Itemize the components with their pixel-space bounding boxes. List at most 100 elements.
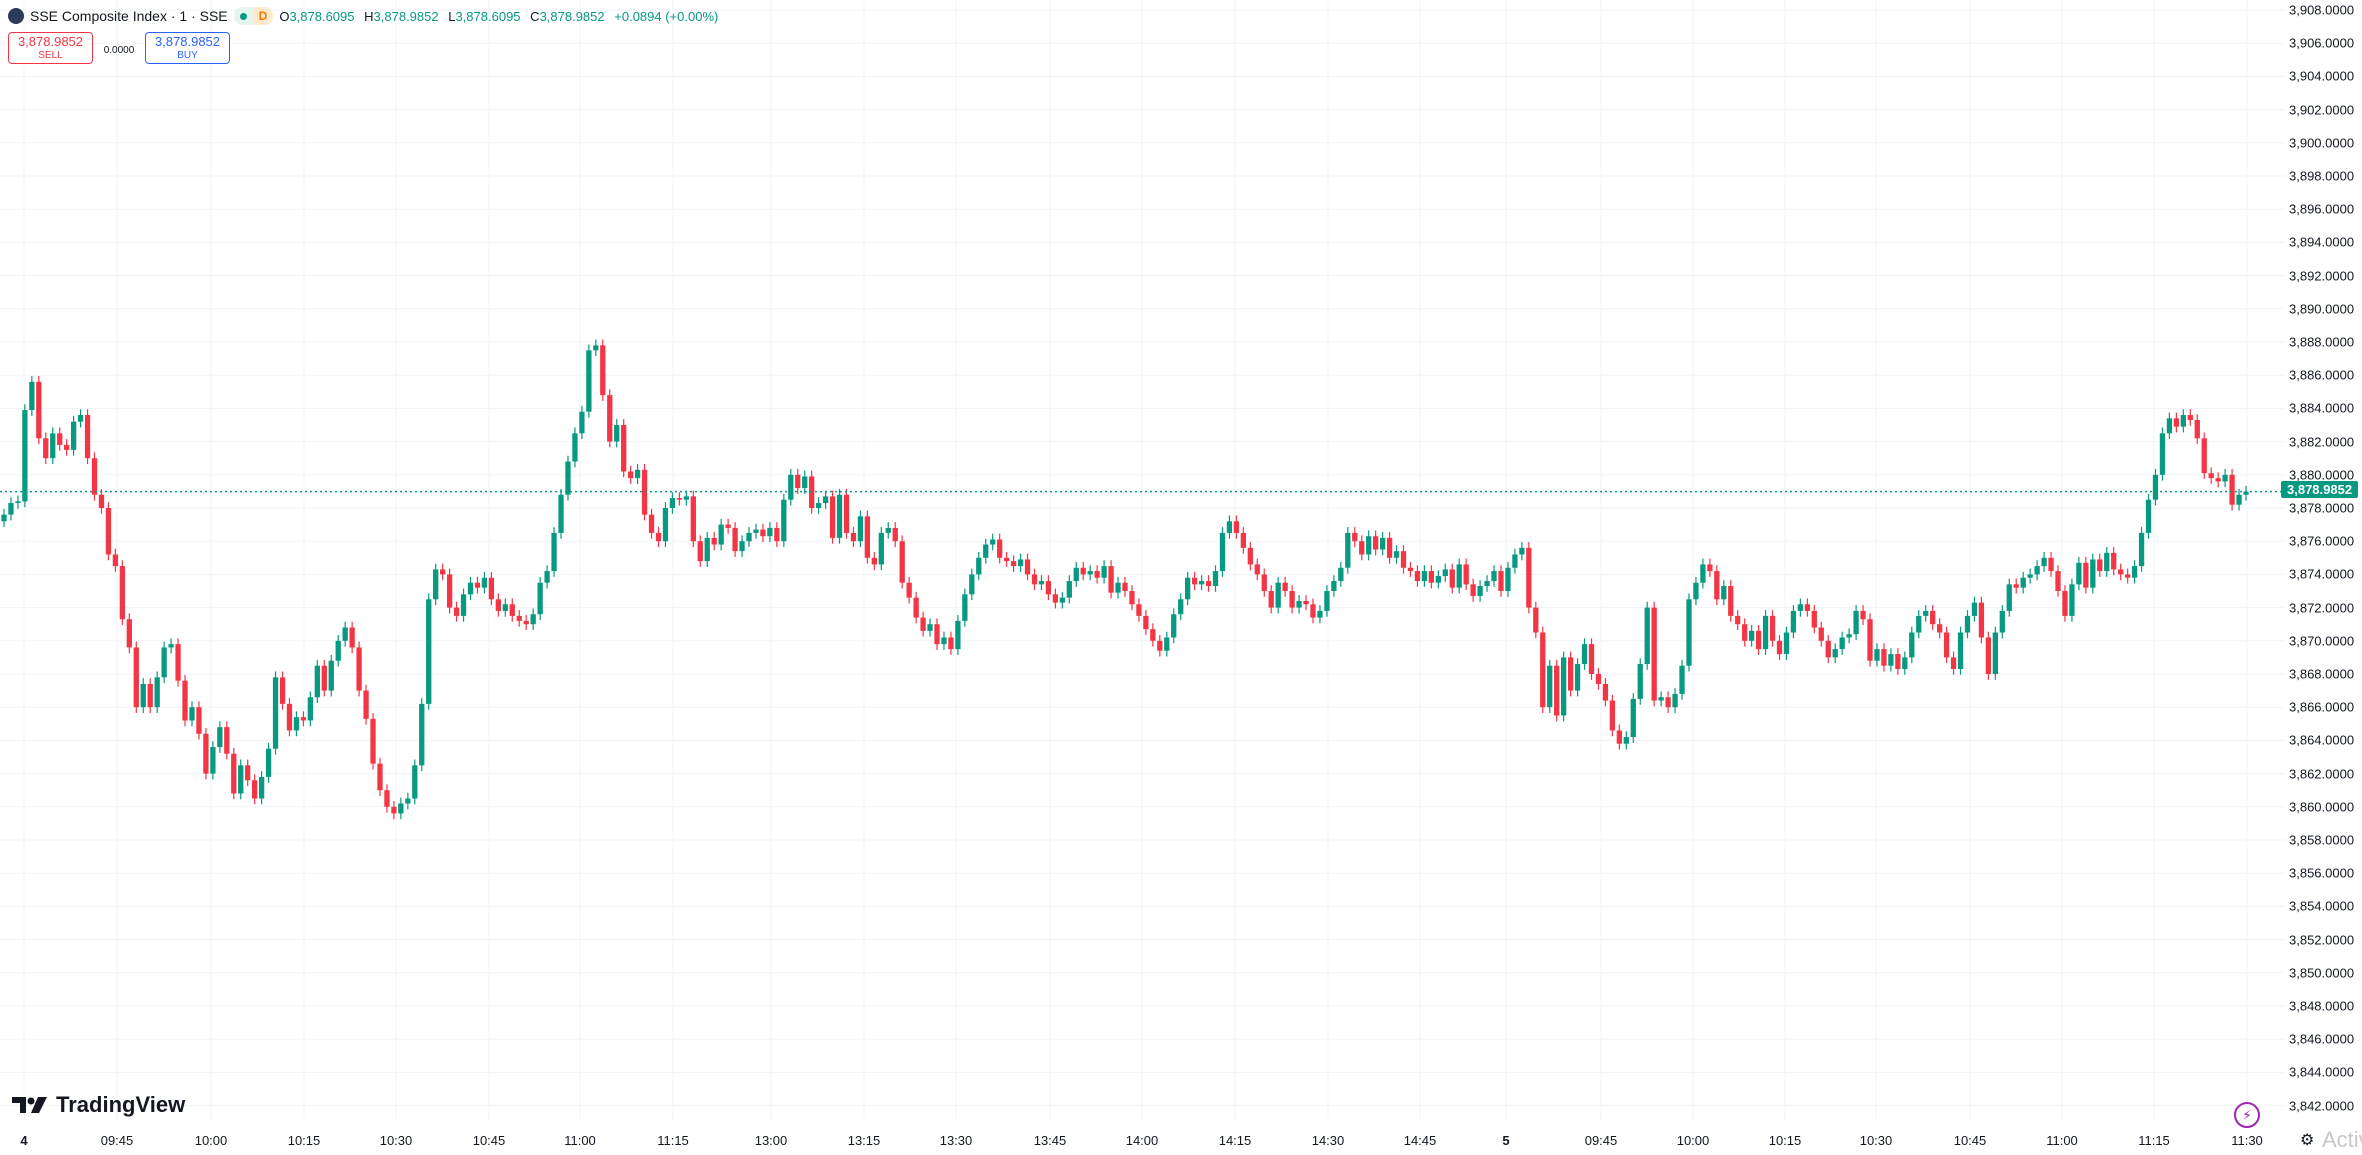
candle-down <box>1191 577 1198 585</box>
candle-up <box>941 637 947 645</box>
candle-down <box>1261 574 1267 591</box>
candle-up <box>1366 536 1372 555</box>
time-tick-label: 11:15 <box>657 1133 689 1148</box>
candle-down <box>1755 630 1762 650</box>
candle-up <box>969 574 975 595</box>
candle-down <box>1588 644 1595 674</box>
candle-up <box>885 527 891 533</box>
candle-up <box>857 516 864 542</box>
time-tick-label: 14:30 <box>1311 1133 1345 1148</box>
candle-down <box>203 733 209 774</box>
candle-down <box>245 765 251 781</box>
candle-up <box>328 660 334 691</box>
buy-price: 3,878.9852 <box>154 34 221 49</box>
symbol-title[interactable]: SSE Composite Index · 1 · SSE <box>30 8 228 24</box>
candle-up <box>1275 582 1281 608</box>
candle-up <box>238 765 244 794</box>
candle-up <box>1171 614 1177 638</box>
candle-down <box>1240 532 1247 548</box>
candle-up <box>70 421 77 450</box>
sell-button[interactable]: 3,878.9852 SELL <box>8 32 93 64</box>
candle-up <box>1686 599 1692 666</box>
price-tick-label: 3,872.0000 <box>2289 600 2355 616</box>
time-tick-label: 11:30 <box>2231 1133 2263 1148</box>
tradingview-logo[interactable]: TradingView <box>12 1092 185 1118</box>
candle-up <box>1324 591 1330 611</box>
symbol-legend: SSE Composite Index · 1 · SSE D O3,878.6… <box>8 7 724 25</box>
candle-down <box>1825 640 1831 658</box>
price-axis[interactable]: 3,908.0000 3,906.0000 3,904.0000 3,902.0000… <box>2285 0 2362 1155</box>
candle-up <box>1198 581 1205 585</box>
candle-down <box>57 433 63 445</box>
settings-gear-icon[interactable]: ⚙ <box>2300 1132 2315 1149</box>
candle-up <box>579 411 585 434</box>
market-open-dot-icon <box>239 12 247 20</box>
price-tick-label: 3,898.0000 <box>2289 168 2355 184</box>
candle-down <box>1003 557 1010 562</box>
candle-down <box>934 624 940 645</box>
sell-label: SELL <box>38 50 63 61</box>
candle-down <box>2215 478 2221 482</box>
data-delay-badge: D <box>252 7 274 25</box>
candle-down <box>1031 574 1038 585</box>
candle-down <box>2208 473 2214 479</box>
candle-up <box>746 532 752 542</box>
candle-down <box>98 494 105 508</box>
time-tick-label: 10:15 <box>287 1133 321 1148</box>
candle-down <box>2201 438 2207 474</box>
time-tick-label: 11:00 <box>2046 1133 2078 1148</box>
symbol-logo-icon <box>8 8 24 24</box>
price-tick-label: 3,878.0000 <box>2289 500 2355 516</box>
candle-up <box>433 569 439 600</box>
candle-down <box>1860 610 1866 620</box>
candle-down <box>2229 474 2235 505</box>
candle-down <box>175 644 181 681</box>
time-tick-label: 13:00 <box>754 1133 788 1148</box>
candle-up <box>77 415 84 422</box>
candle-up <box>1484 581 1490 587</box>
candle-up <box>265 748 272 777</box>
candle-up <box>739 541 745 552</box>
candle-down <box>1470 584 1476 596</box>
buy-button[interactable]: 3,878.9852 BUY <box>145 32 230 64</box>
candle-down <box>1804 604 1810 611</box>
candle-up <box>1393 551 1400 558</box>
market-status-badge[interactable]: D <box>233 7 274 25</box>
candle-up <box>1296 600 1302 608</box>
candle-down <box>1742 624 1748 641</box>
candle-down <box>252 780 258 799</box>
candle-up <box>1 514 7 522</box>
price-tick-label: 3,902.0000 <box>2289 102 2355 118</box>
candle-up <box>2138 532 2145 567</box>
candle-down <box>349 627 355 648</box>
time-tick-label: 10:00 <box>1676 1133 1710 1148</box>
candle-up <box>1066 581 1072 598</box>
candle-down <box>795 474 801 489</box>
candle-down <box>1978 602 1985 638</box>
candle-down <box>36 381 42 439</box>
tradingview-logo-text: TradingView <box>56 1092 186 1117</box>
candle-up <box>2090 559 2096 588</box>
candle-up <box>565 461 571 495</box>
candle-up <box>8 503 14 515</box>
candle-down <box>133 647 139 708</box>
candle-down <box>1811 610 1817 628</box>
candle-down <box>1310 604 1316 618</box>
candle-up <box>962 594 968 621</box>
candle-down <box>2187 415 2193 421</box>
candle-up <box>878 532 884 565</box>
candle-down <box>1728 586 1734 616</box>
lightning-icon[interactable]: ⚡ <box>2234 1102 2260 1128</box>
candlestick-chart[interactable] <box>0 0 2285 1120</box>
candle-up <box>1477 586 1483 596</box>
price-tick-label: 3,894.0000 <box>2289 234 2355 250</box>
candle-up <box>1017 559 1024 567</box>
candle-up <box>822 496 829 504</box>
candle-up <box>2145 499 2152 533</box>
candle-down <box>64 444 70 450</box>
candle-down <box>2083 562 2089 588</box>
candle-up <box>2076 562 2082 585</box>
candle-down <box>774 527 780 542</box>
candle-up <box>1992 632 1998 674</box>
candle-down <box>384 790 390 807</box>
